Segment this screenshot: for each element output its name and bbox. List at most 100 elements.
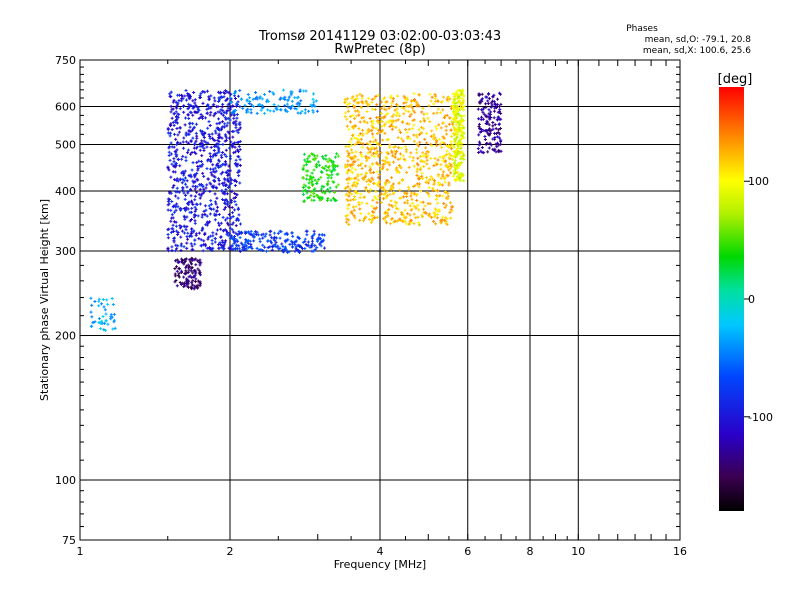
data-point — [406, 212, 410, 216]
data-point — [359, 172, 363, 176]
data-point — [276, 231, 280, 235]
data-point — [184, 98, 188, 102]
data-point — [212, 149, 216, 153]
data-point — [212, 96, 216, 100]
data-point — [390, 127, 394, 131]
data-point — [319, 244, 323, 248]
data-point — [330, 169, 334, 173]
data-point — [182, 214, 186, 218]
data-point — [482, 151, 486, 155]
data-point — [271, 245, 275, 249]
data-point — [198, 261, 202, 265]
data-point — [418, 168, 422, 172]
data-point — [176, 101, 180, 105]
data-point — [236, 131, 240, 135]
data-point — [310, 171, 314, 175]
data-point — [205, 183, 209, 187]
data-point — [189, 260, 193, 264]
data-point — [426, 181, 430, 185]
data-point — [322, 185, 326, 189]
data-point — [197, 192, 201, 196]
data-point — [360, 100, 364, 104]
data-point — [348, 187, 352, 191]
data-point — [344, 111, 348, 115]
data-point — [252, 235, 256, 239]
data-point — [446, 99, 450, 103]
data-point — [309, 194, 313, 198]
data-point — [232, 111, 236, 115]
data-point — [369, 221, 373, 225]
data-point — [221, 120, 225, 124]
data-point — [437, 181, 441, 185]
data-point — [356, 138, 360, 142]
data-point — [412, 204, 416, 208]
data-point — [442, 177, 446, 181]
data-point — [460, 136, 464, 140]
data-point — [347, 168, 351, 172]
data-point — [462, 153, 466, 157]
data-point — [227, 205, 231, 209]
data-point — [437, 123, 441, 127]
data-point — [358, 92, 362, 96]
data-point — [390, 176, 394, 180]
data-point — [482, 106, 486, 110]
data-point — [435, 111, 439, 115]
data-point — [430, 177, 434, 181]
data-point — [249, 229, 253, 233]
data-point — [359, 106, 363, 110]
data-point — [263, 234, 267, 238]
data-point — [415, 173, 419, 177]
data-point — [345, 117, 349, 121]
data-point — [377, 121, 381, 125]
data-point — [183, 217, 187, 221]
data-point — [382, 193, 386, 197]
data-point — [415, 103, 419, 107]
data-point — [395, 166, 399, 170]
data-point — [405, 222, 409, 226]
data-point — [418, 140, 422, 144]
data-point — [200, 213, 204, 217]
data-point — [202, 174, 206, 178]
data-point — [378, 179, 382, 183]
y-tick-label: 500 — [55, 139, 76, 152]
data-point — [454, 110, 458, 114]
data-point — [93, 299, 97, 303]
data-point — [244, 238, 248, 242]
data-point — [387, 106, 391, 110]
data-point — [214, 154, 218, 158]
data-point — [169, 152, 173, 156]
data-point — [166, 228, 170, 232]
data-point — [305, 177, 309, 181]
data-point — [412, 191, 416, 195]
data-point — [355, 180, 359, 184]
data-point — [400, 213, 404, 217]
data-point — [285, 238, 289, 242]
data-point — [402, 94, 406, 98]
data-point — [345, 217, 349, 221]
data-point — [353, 160, 357, 164]
data-point — [396, 104, 400, 108]
data-point — [190, 256, 194, 260]
data-point — [381, 185, 385, 189]
data-point — [419, 125, 423, 129]
data-point — [365, 188, 369, 192]
data-point — [356, 178, 360, 182]
data-point — [229, 92, 233, 96]
data-point — [217, 142, 221, 146]
data-point — [286, 99, 290, 103]
data-point — [352, 117, 356, 121]
data-point — [312, 100, 316, 104]
data-point — [354, 168, 358, 172]
data-point — [183, 258, 187, 262]
data-point — [360, 162, 364, 166]
data-point — [221, 109, 225, 113]
data-point — [237, 230, 241, 234]
data-point — [246, 110, 250, 114]
data-point — [174, 119, 178, 123]
data-point — [274, 240, 278, 244]
data-point — [420, 213, 424, 217]
data-point — [209, 247, 213, 251]
data-point — [245, 98, 249, 102]
data-point — [417, 176, 421, 180]
data-point — [445, 149, 449, 153]
